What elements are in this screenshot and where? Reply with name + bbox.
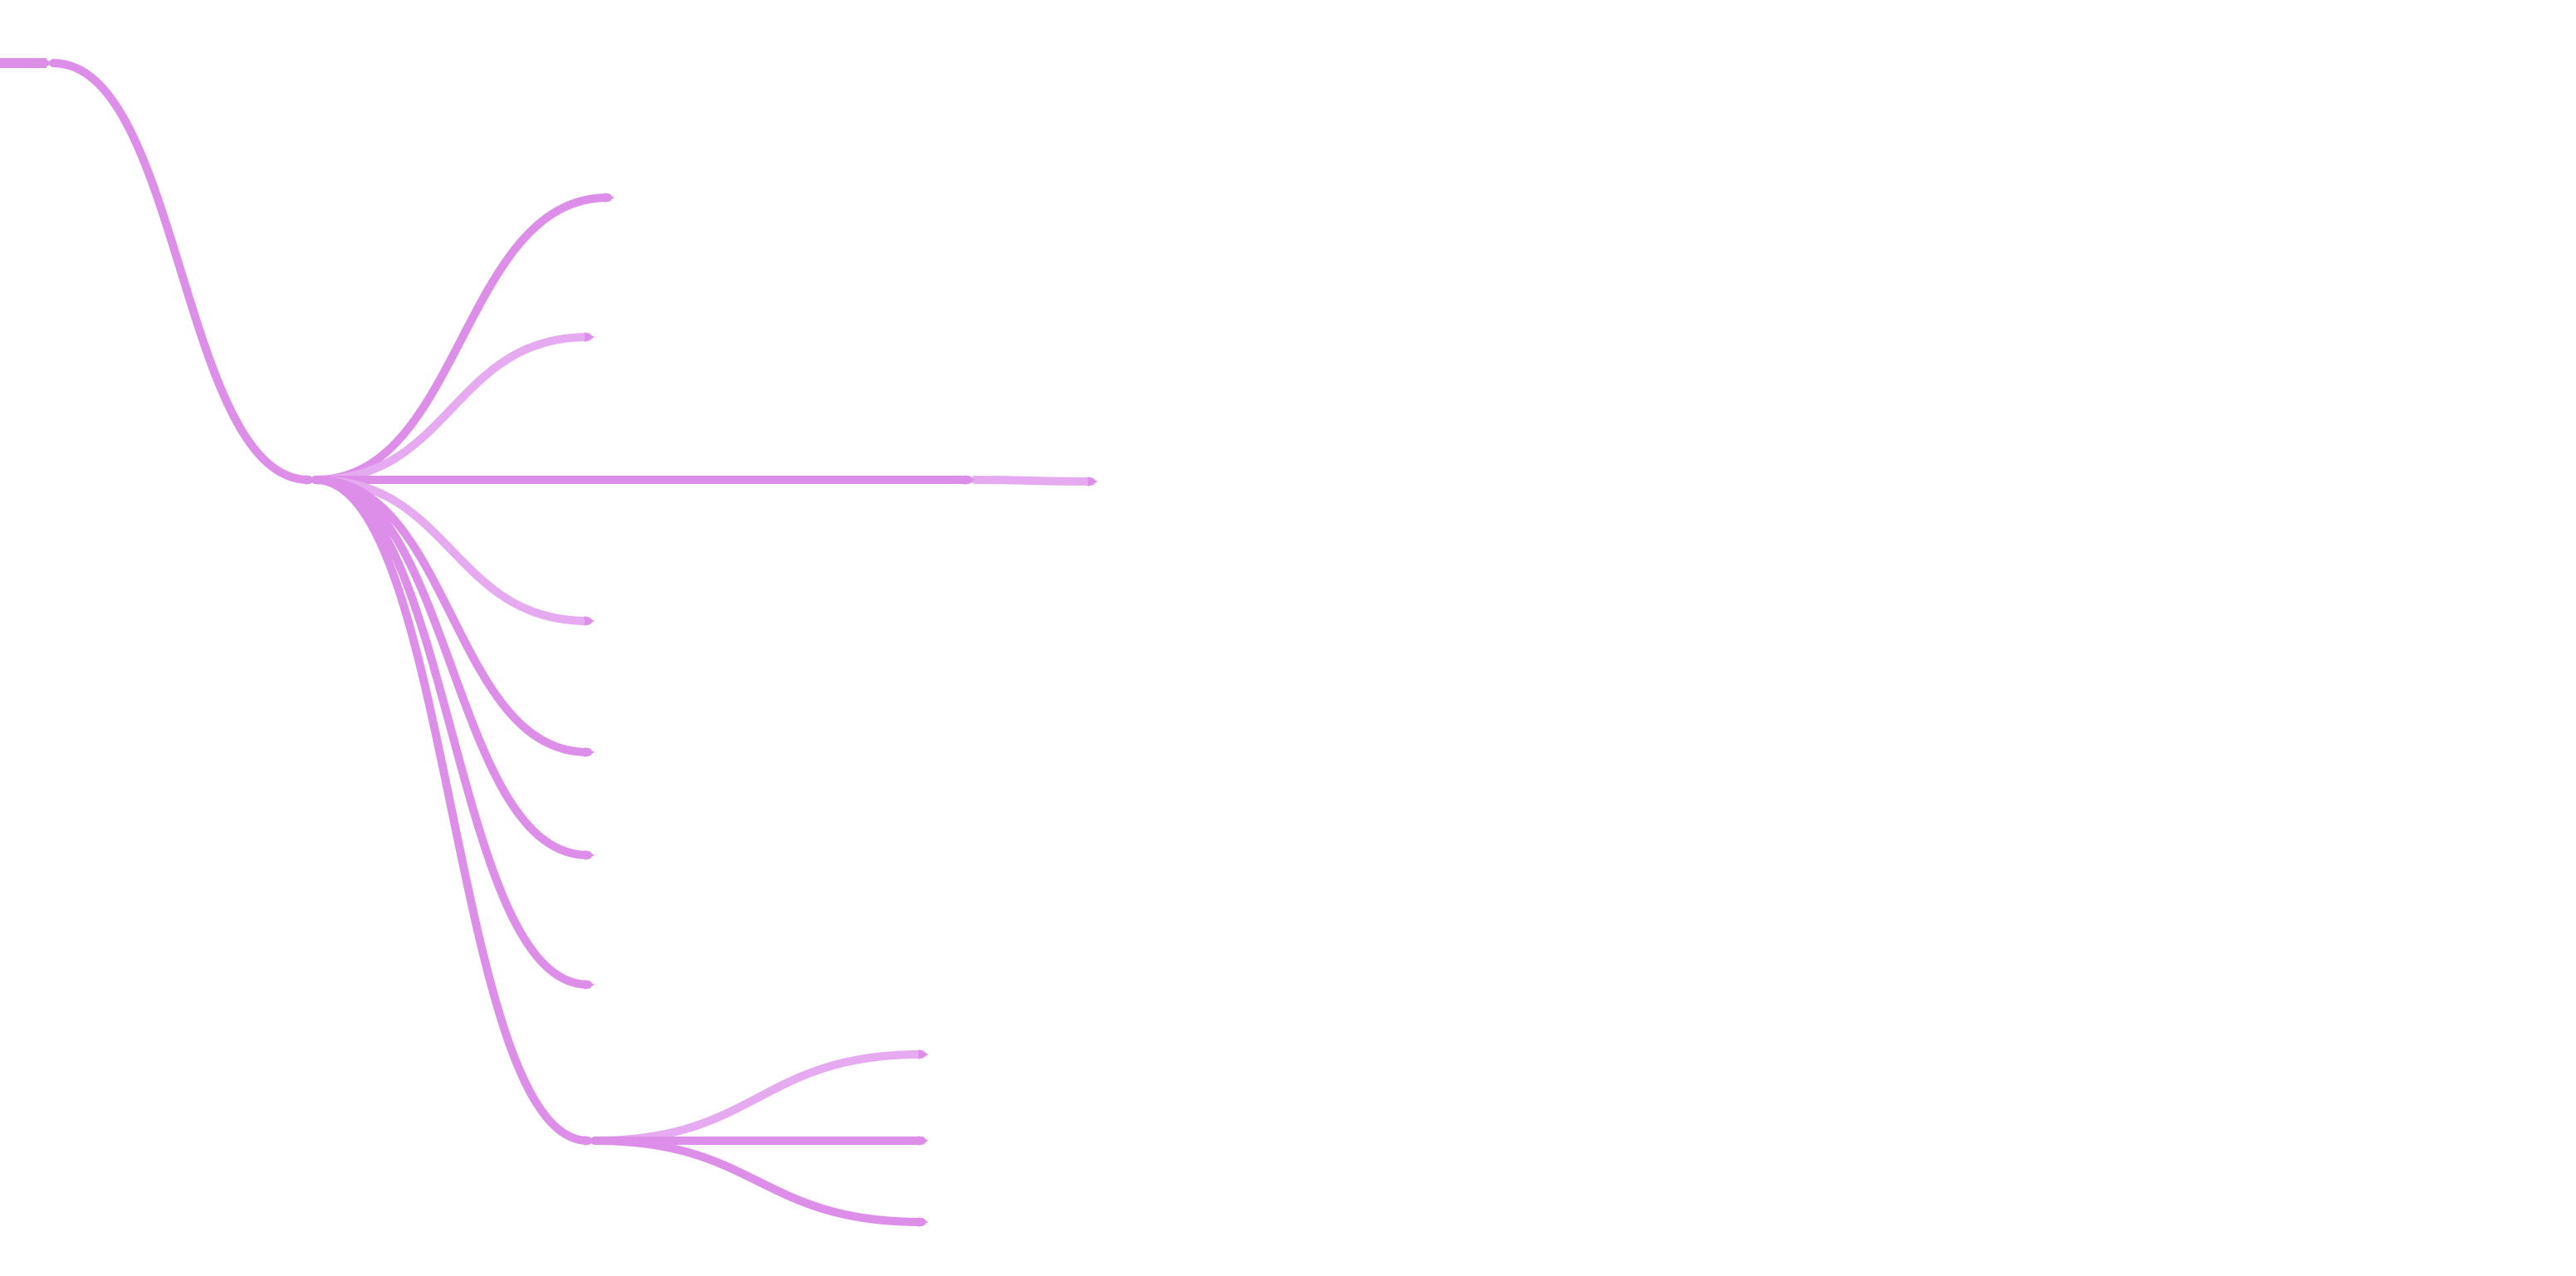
node-3-sub-1-tip[interactable] — [1088, 477, 1098, 486]
branch-node-8-to-sub-3 — [590, 1137, 926, 1226]
branch-hub-to-node-6 — [311, 476, 592, 859]
branch-hub-to-node-1 — [311, 193, 612, 484]
node-5-tip[interactable] — [585, 747, 595, 757]
node-tip-layer — [43, 58, 1098, 1227]
branch-hub-to-node-2 — [311, 333, 592, 484]
branch-hub-to-node-5 — [311, 476, 592, 756]
branch-hub-to-node-4 — [311, 476, 592, 625]
branch-node-3-to-sub-1 — [971, 476, 1095, 486]
branch-hub-to-node-7 — [311, 476, 592, 989]
node-4-tip[interactable] — [585, 616, 595, 626]
hub-node-tip[interactable] — [306, 475, 316, 485]
branch-layer — [0, 58, 1095, 1226]
branch-root-to-hub — [49, 59, 313, 484]
branch-node-8-to-sub-1 — [590, 1050, 926, 1145]
node-2-tip[interactable] — [585, 332, 595, 342]
branch-hub-to-node-8 — [311, 476, 592, 1145]
node-3-tip[interactable] — [965, 475, 975, 485]
node-8-sub-1-tip[interactable] — [918, 1049, 928, 1059]
node-1-tip[interactable] — [605, 193, 615, 203]
node-8-sub-2-tip[interactable] — [918, 1136, 928, 1146]
node-8-tip[interactable] — [585, 1136, 595, 1146]
node-7-tip[interactable] — [585, 980, 595, 990]
root-node-tip[interactable] — [43, 58, 53, 68]
node-6-tip[interactable] — [585, 850, 595, 860]
node-8-sub-3-tip[interactable] — [918, 1217, 928, 1227]
